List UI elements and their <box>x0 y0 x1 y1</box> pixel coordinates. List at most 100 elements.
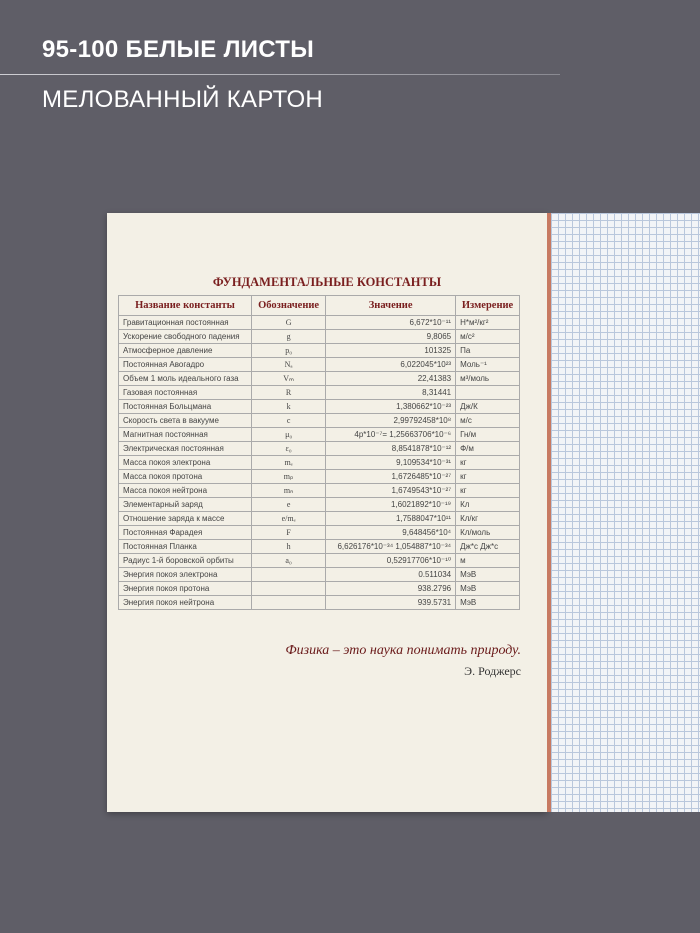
table-cell: 939.5731 <box>325 595 457 610</box>
cover-edge <box>547 213 551 812</box>
table-cell: Кл/кг <box>455 511 520 526</box>
table-row: Скорость света в вакууме c 2,99792458*10⁸ м… <box>117 413 520 428</box>
table-cell: Постоянная Фарадея <box>117 525 253 540</box>
table-cell: 938.2796 <box>325 581 457 596</box>
table-cell <box>251 567 327 582</box>
table-cell: mₙ <box>251 483 327 498</box>
constants-title: ФУНДАМЕНТАЛЬНЫЕ КОНСТАНТЫ <box>212 275 442 289</box>
table-row: Газовая постоянная R 8,31441 <box>117 385 520 400</box>
table-cell: Гравитационная постоянная <box>117 315 253 330</box>
table-cell: м³/моль <box>455 371 520 386</box>
table-row: Гравитационная постоянная G 6,672*10⁻¹¹ Н*м… <box>117 315 520 330</box>
table-cell: Энергия покоя протона <box>117 581 253 596</box>
headline-cover: МЕЛОВАННЫЙ КАРТОН <box>42 86 324 113</box>
table-cell: R <box>251 385 327 400</box>
column-header: Название константы <box>117 295 253 316</box>
table-cell: h <box>251 539 327 554</box>
table-cell: 1,6726485*10⁻²⁷ <box>325 469 457 484</box>
divider <box>0 74 560 75</box>
table-cell: e/mₑ <box>251 511 327 526</box>
table-cell: G <box>251 315 327 330</box>
table-cell: c <box>251 413 327 428</box>
table-cell: м <box>455 553 520 568</box>
table-cell: Отношение заряда к массе <box>117 511 253 526</box>
table-cell: a₀ <box>251 553 327 568</box>
table-row: Постоянная Планка h 6,626176*10⁻³⁴ 1,05488… <box>117 539 520 554</box>
table-row: Элементарный заряд e 1,6021892*10⁻¹⁹ Кл <box>117 497 520 512</box>
table-row: Масса покоя нейтрона mₙ 1,6749543*10⁻²⁷ кг <box>117 483 520 498</box>
table-cell: 101325 <box>325 343 457 358</box>
table-cell: Масса покоя электрона <box>117 455 253 470</box>
quote-author: Э. Роджерс <box>464 664 521 678</box>
table-cell <box>455 385 520 400</box>
table-cell: Радиус 1-й боровской орбиты <box>117 553 253 568</box>
table-cell: Па <box>455 343 520 358</box>
column-header: Значение <box>325 295 457 316</box>
table-cell: 9,648456*10⁴ <box>325 525 457 540</box>
table-cell: Н*м²/кг² <box>455 315 520 330</box>
table-cell: 1,7588047*10¹¹ <box>325 511 457 526</box>
table-cell: 8,8541878*10⁻¹² <box>325 441 457 456</box>
table-cell: кг <box>455 483 520 498</box>
table-cell <box>251 595 327 610</box>
table-row: Радиус 1-й боровской орбиты a₀ 0,52917706*… <box>117 553 520 568</box>
table-cell: ε₀ <box>251 441 327 456</box>
table-cell: МэВ <box>455 567 520 582</box>
table-cell: МэВ <box>455 595 520 610</box>
table-cell: mₚ <box>251 469 327 484</box>
table-row: Масса покоя электрона mₑ 9,109534*10⁻³¹ кг <box>117 455 520 470</box>
table-cell: Дж*с Дж*с <box>455 539 520 554</box>
table-cell: 0,52917706*10⁻¹⁰ <box>325 553 457 568</box>
table-cell: k <box>251 399 327 414</box>
table-cell: кг <box>455 455 520 470</box>
table-cell: Ускорение свободного падения <box>117 329 253 344</box>
table-row: Атмосферное давление p₀ 101325 Па <box>117 343 520 358</box>
table-cell: Скорость света в вакууме <box>117 413 253 428</box>
table-row: Энергия покоя нейтрона 939.5731 МэВ <box>117 595 520 610</box>
table-cell: F <box>251 525 327 540</box>
table-cell: м/с <box>455 413 520 428</box>
table-cell: Постоянная Авогадро <box>117 357 253 372</box>
table-row: Энергия покоя протона 938.2796 МэВ <box>117 581 520 596</box>
table-cell: p₀ <box>251 343 327 358</box>
table-cell: Элементарный заряд <box>117 497 253 512</box>
table-cell: Постоянная Больцмана <box>117 399 253 414</box>
table-cell: кг <box>455 469 520 484</box>
notebook: ФУНДАМЕНТАЛЬНЫЕ КОНСТАНТЫ Название конст… <box>107 213 700 813</box>
table-cell: 1,6749543*10⁻²⁷ <box>325 483 457 498</box>
column-header: Измерение <box>455 295 520 316</box>
table-row: Постоянная Фарадея F 9,648456*10⁴ Кл/моль <box>117 525 520 540</box>
quote: Физика – это наука понимать природу. <box>285 643 521 658</box>
table-cell: Энергия покоя электрона <box>117 567 253 582</box>
column-header: Обозначение <box>251 295 327 316</box>
table-cell: 1,380662*10⁻²³ <box>325 399 457 414</box>
table-cell: Атмосферное давление <box>117 343 253 358</box>
table-cell: 6,022045*10²³ <box>325 357 457 372</box>
table-cell: Электрическая постоянная <box>117 441 253 456</box>
table-row: Ускорение свободного падения g 9,8065 м/с² <box>117 329 520 344</box>
table-cell: 4p*10⁻⁷= 1,25663706*10⁻⁶ <box>325 427 457 442</box>
table-cell: Nₐ <box>251 357 327 372</box>
table-cell: Кл/моль <box>455 525 520 540</box>
headline-sheets: 95-100 БЕЛЫЕ ЛИСТЫ <box>42 36 315 63</box>
back-cover-page: ФУНДАМЕНТАЛЬНЫЕ КОНСТАНТЫ Название конст… <box>107 213 547 812</box>
constants-table: Название константы Обозначение Значение Изм… <box>117 295 520 610</box>
table-cell: 2,99792458*10⁸ <box>325 413 457 428</box>
table-cell: Кл <box>455 497 520 512</box>
table-cell: Дж/К <box>455 399 520 414</box>
graph-paper-page <box>551 213 700 812</box>
table-cell: Постоянная Планка <box>117 539 253 554</box>
table-cell: Гн/м <box>455 427 520 442</box>
table-cell: Масса покоя протона <box>117 469 253 484</box>
table-row: Магнитная постоянная μ₀ 4p*10⁻⁷= 1,2566370… <box>117 427 520 442</box>
table-cell: 6,672*10⁻¹¹ <box>325 315 457 330</box>
table-cell: mₑ <box>251 455 327 470</box>
table-cell: 22,41383 <box>325 371 457 386</box>
table-cell: Масса покоя нейтрона <box>117 483 253 498</box>
table-cell: Магнитная постоянная <box>117 427 253 442</box>
table-row: Объем 1 моль идеального газа Vₘ 22,41383 м³… <box>117 371 520 386</box>
table-cell: 1,6021892*10⁻¹⁹ <box>325 497 457 512</box>
table-cell: Vₘ <box>251 371 327 386</box>
table-row: Постоянная Авогадро Nₐ 6,022045*10²³ Моль⁻¹ <box>117 357 520 372</box>
table-cell: g <box>251 329 327 344</box>
